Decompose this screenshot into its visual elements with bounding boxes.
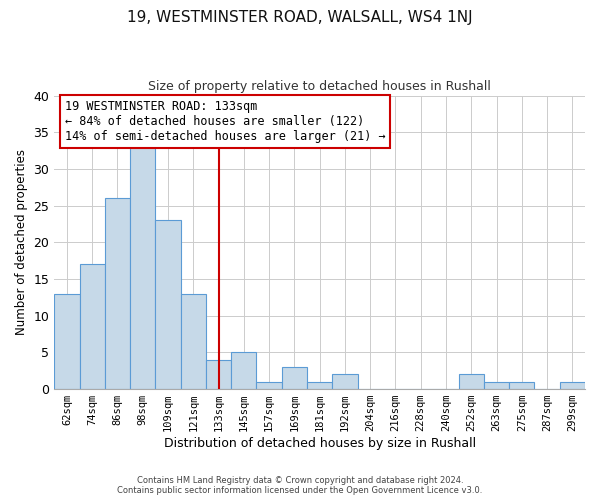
Bar	[256, 382, 282, 389]
Bar	[560, 382, 585, 389]
Bar	[105, 198, 130, 389]
Bar	[484, 382, 509, 389]
Bar	[155, 220, 181, 389]
Title: Size of property relative to detached houses in Rushall: Size of property relative to detached ho…	[148, 80, 491, 93]
Bar	[231, 352, 256, 389]
Bar	[282, 367, 307, 389]
Bar	[458, 374, 484, 389]
Bar	[332, 374, 358, 389]
X-axis label: Distribution of detached houses by size in Rushall: Distribution of detached houses by size …	[164, 437, 476, 450]
Bar	[54, 294, 80, 389]
Text: 19, WESTMINSTER ROAD, WALSALL, WS4 1NJ: 19, WESTMINSTER ROAD, WALSALL, WS4 1NJ	[127, 10, 473, 25]
Text: Contains HM Land Registry data © Crown copyright and database right 2024.
Contai: Contains HM Land Registry data © Crown c…	[118, 476, 482, 495]
Bar	[130, 147, 155, 389]
Bar	[181, 294, 206, 389]
Bar	[206, 360, 231, 389]
Bar	[307, 382, 332, 389]
Y-axis label: Number of detached properties: Number of detached properties	[15, 150, 28, 336]
Bar	[80, 264, 105, 389]
Text: 19 WESTMINSTER ROAD: 133sqm
← 84% of detached houses are smaller (122)
14% of se: 19 WESTMINSTER ROAD: 133sqm ← 84% of det…	[65, 100, 386, 143]
Bar	[509, 382, 535, 389]
